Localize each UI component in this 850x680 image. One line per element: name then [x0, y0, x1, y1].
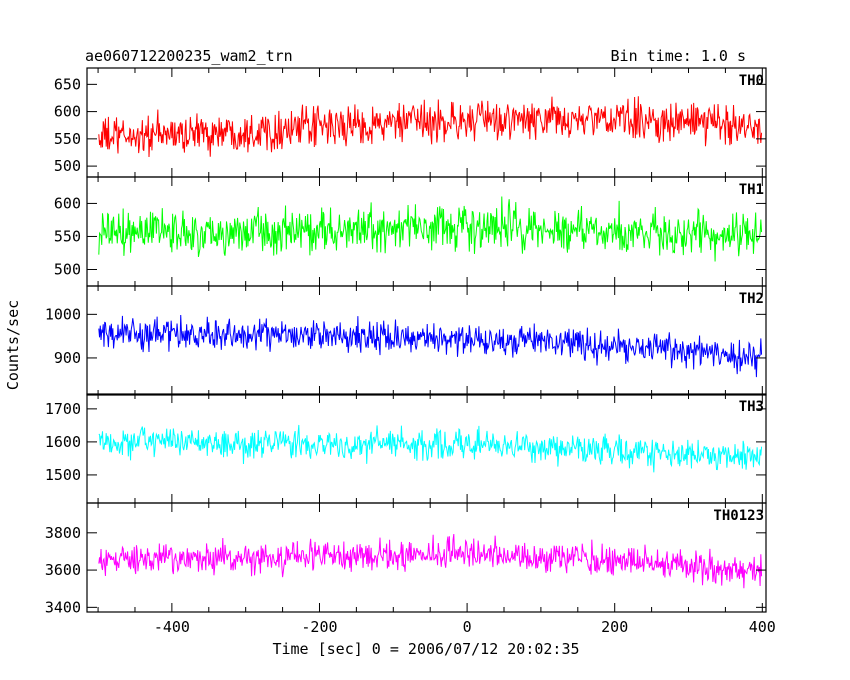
x-tick-label: -400 — [154, 618, 190, 636]
figure-title: ae060712200235_wam2_trn — [85, 47, 293, 65]
y-tick-label: 1000 — [45, 305, 81, 323]
series-th2 — [98, 314, 763, 378]
panel-th2: 900 1000 TH2 — [45, 285, 767, 396]
y-tick-label: 3800 — [45, 524, 81, 542]
y-tick-label: 650 — [54, 75, 81, 93]
series-th0123 — [98, 533, 763, 589]
y-tick-label: 550 — [54, 130, 81, 148]
x-axis-label: Time [sec] 0 = 2006/07/12 20:02:35 — [272, 640, 579, 658]
panel-th3: 1500 1600 1700 TH3 — [45, 393, 767, 504]
y-tick-label: 3400 — [45, 598, 81, 616]
panel-label: TH1 — [739, 182, 764, 198]
y-tick-label: 600 — [54, 103, 81, 121]
bin-time-label: Bin time: 1.0 s — [611, 47, 746, 65]
x-tick-label: 0 — [463, 618, 472, 636]
series-th1 — [98, 196, 763, 262]
panel-label: TH0123 — [713, 508, 764, 524]
y-tick-label: 3600 — [45, 561, 81, 579]
y-axis-label: Counts/sec — [4, 300, 22, 390]
panel-frame — [86, 285, 767, 396]
plot-area: 500 550 600 650 TH0 500 550 600 TH1 900 1000 TH2 150… — [45, 67, 776, 636]
y-tick-label: 600 — [54, 194, 81, 212]
y-tick-label: 550 — [54, 227, 81, 245]
y-tick-label: 500 — [54, 260, 81, 278]
x-tick-label: -200 — [301, 618, 337, 636]
panel-label: TH0 — [739, 73, 764, 89]
y-tick-label: 1600 — [45, 433, 81, 451]
panel-label: TH2 — [739, 291, 764, 307]
series-th3 — [98, 424, 763, 473]
panel-frame — [86, 502, 767, 613]
panel-label: TH3 — [739, 399, 764, 415]
x-tick-label: 400 — [749, 618, 776, 636]
panel-th0: 500 550 600 650 TH0 — [54, 67, 767, 178]
y-tick-label: 900 — [54, 349, 81, 367]
y-tick-label: 500 — [54, 157, 81, 175]
y-tick-label: 1700 — [45, 400, 81, 418]
panel-th0123: 3400 3600 3800 TH0123 — [45, 502, 767, 616]
y-tick-label: 1500 — [45, 466, 81, 484]
panel-th1: 500 550 600 TH1 — [54, 176, 767, 287]
x-tick-label: 200 — [601, 618, 628, 636]
series-th0 — [98, 96, 763, 157]
